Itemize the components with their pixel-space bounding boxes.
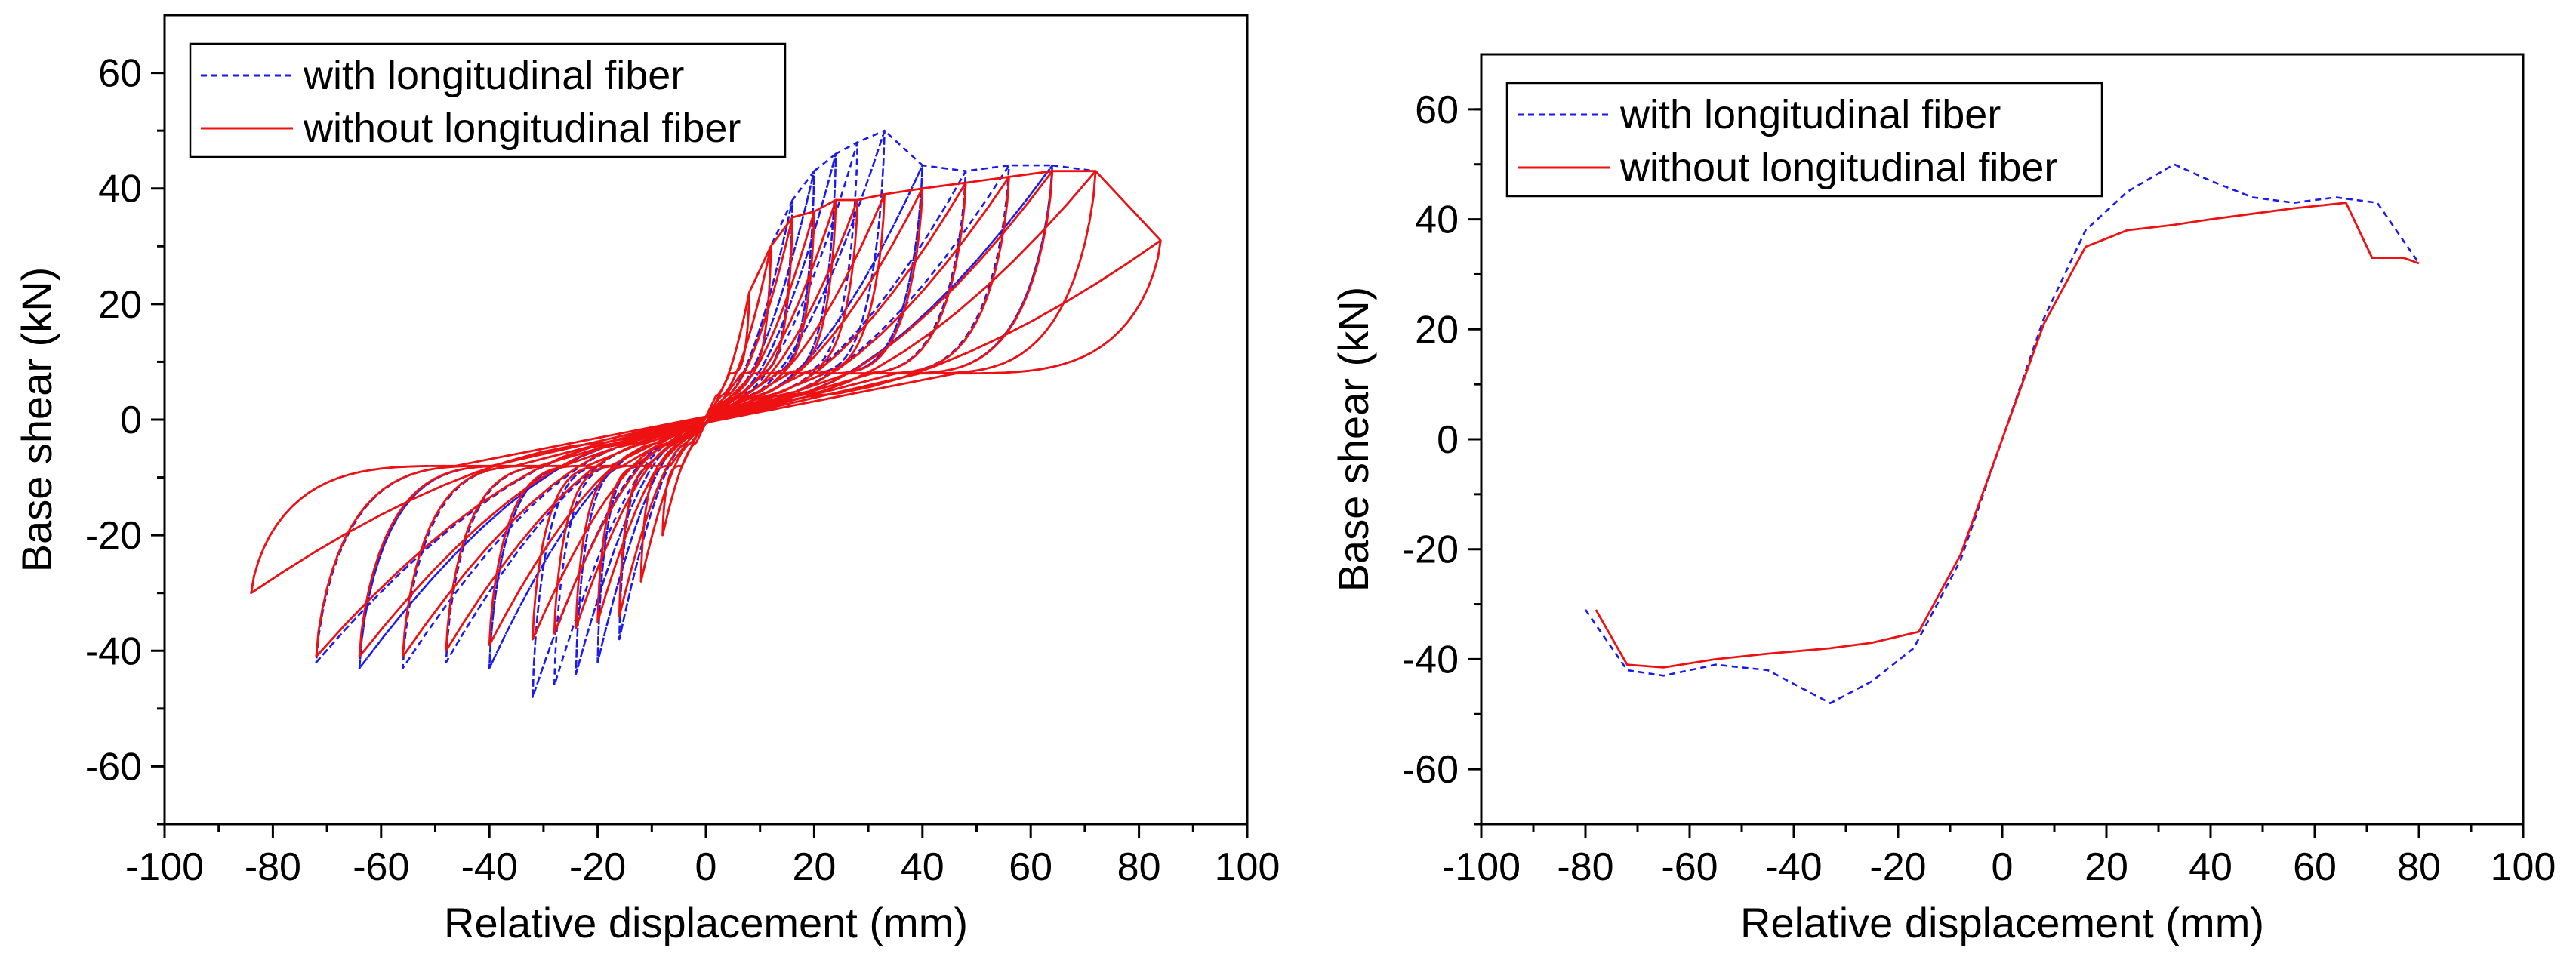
y-axis-title: Base shear (kN)	[13, 267, 60, 573]
x-tick-label: 20	[2085, 845, 2128, 889]
legend-label: without longitudinal fiber	[1619, 145, 2057, 190]
x-tick-label: 100	[2491, 845, 2556, 889]
series-with-fiber-line	[250, 129, 1162, 698]
series-with-fiber-line	[1584, 163, 2420, 704]
y-tick-label: 20	[1415, 308, 1459, 352]
x-tick-label: -20	[1869, 845, 1926, 889]
x-tick-label: 0	[1992, 845, 2014, 889]
x-tick-label: -60	[353, 845, 409, 889]
x-tick-label: 60	[1009, 845, 1052, 889]
y-tick-label: -60	[85, 745, 142, 789]
y-tick-label: -20	[85, 514, 142, 558]
legend-label: with longitudinal fiber	[1619, 92, 2001, 137]
y-tick-label: 60	[98, 52, 142, 96]
x-tick-label: 0	[695, 845, 717, 889]
y-tick-label: 20	[98, 283, 142, 327]
y-tick-label: 40	[1415, 198, 1459, 242]
legend-label: with longitudinal fiber	[303, 53, 684, 98]
hysteresis-chart: -100 -80 -60 -40 -20 0 20 40 60 80 100 60 40 20 0 -20 -4…	[13, 14, 1280, 946]
plot-area	[1584, 163, 2420, 704]
x-tick-label: -60	[1661, 845, 1718, 889]
series-without-fiber-line	[250, 170, 1162, 658]
x-tick-label: 20	[792, 845, 836, 889]
skeleton-chart: -100 -80 -60 -40 -20 0 20 40 60 80 100 60 40 20 0 -20 -4…	[1330, 53, 2556, 946]
y-tick-label: -60	[1402, 748, 1459, 792]
x-tick-label: 40	[901, 845, 944, 889]
y-tick-label: -20	[1402, 528, 1459, 572]
legend-box	[189, 42, 787, 158]
x-tick-label: -40	[1765, 845, 1822, 889]
y-tick-label: -40	[1402, 638, 1459, 682]
x-tick-label: -100	[125, 845, 204, 889]
x-tick-label: 80	[2397, 845, 2441, 889]
x-axis-title: Relative displacement (mm)	[444, 899, 968, 946]
x-tick-label: 100	[1215, 845, 1280, 889]
y-axis-title: Base shear (kN)	[1330, 287, 1377, 592]
series-without-fiber-line	[1595, 202, 2420, 669]
x-axis-title: Relative displacement (mm)	[1740, 899, 2264, 946]
y-tick-label: 60	[1415, 88, 1459, 132]
x-tick-label: -100	[1442, 845, 1521, 889]
x-tick-label: -40	[461, 845, 518, 889]
y-tick-label: 0	[120, 399, 142, 442]
x-tick-label: 40	[2189, 845, 2232, 889]
x-tick-label: -20	[569, 845, 626, 889]
x-tick-label: 80	[1117, 845, 1161, 889]
x-tick-label: -80	[245, 845, 301, 889]
y-tick-label: -40	[85, 629, 142, 673]
y-tick-label: 0	[1437, 418, 1459, 462]
x-tick-label: 60	[2293, 845, 2337, 889]
plot-area	[250, 129, 1162, 698]
x-tick-label: -80	[1557, 845, 1613, 889]
legend-label: without longitudinal fiber	[303, 106, 741, 151]
y-tick-label: 40	[98, 168, 142, 211]
legend-box	[1505, 82, 2103, 198]
